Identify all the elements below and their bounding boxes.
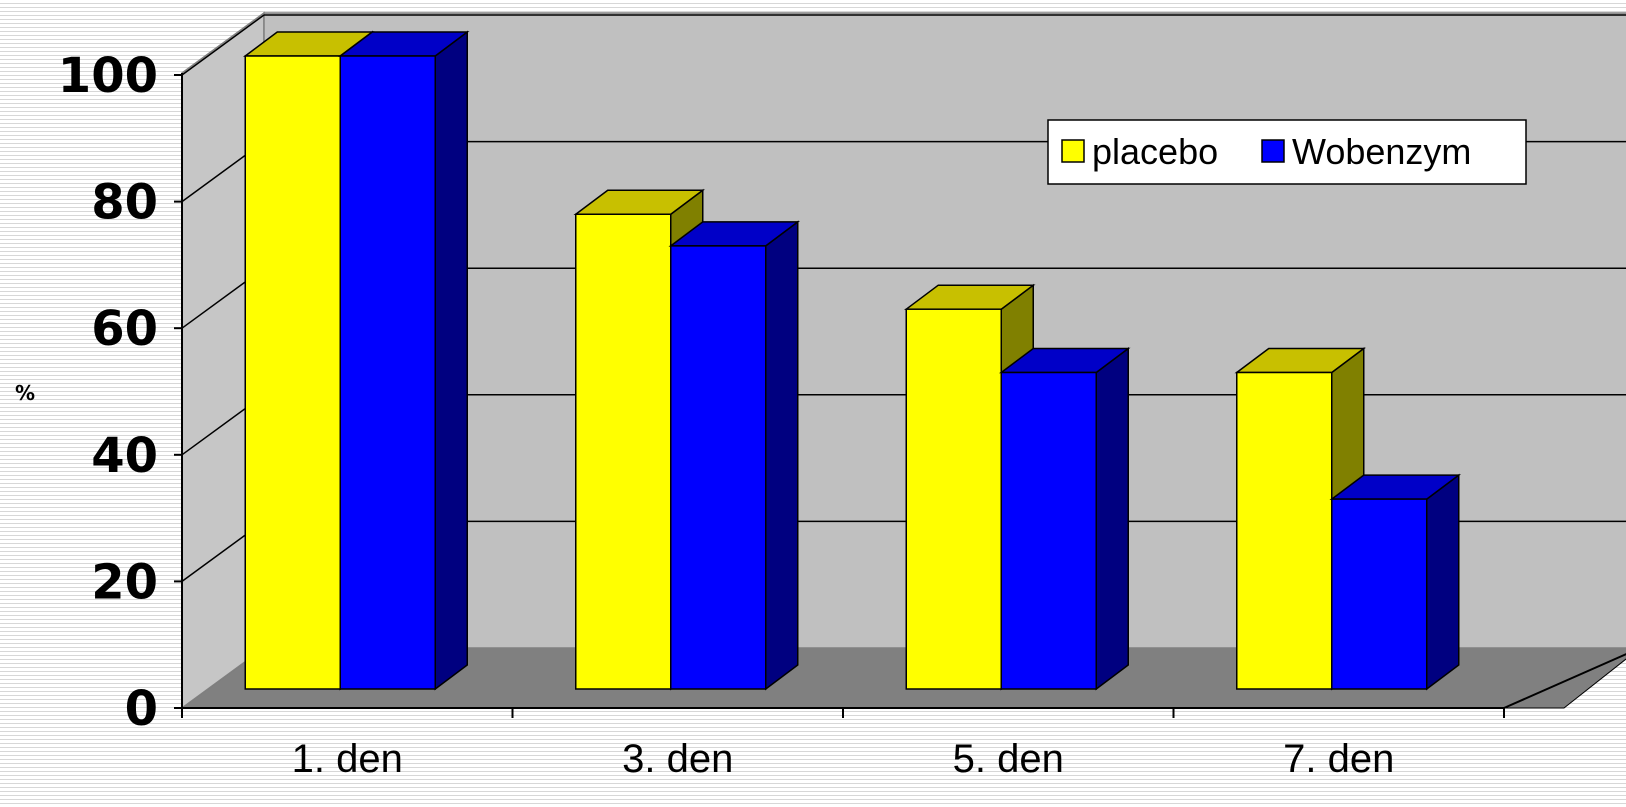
legend-swatch-placebo [1061,139,1085,163]
y-tick-label: 20 [91,554,158,610]
y-tick-label: 0 [125,681,158,737]
legend-label-wobenzym: Wobenzym [1292,131,1471,172]
bar-side [765,220,799,691]
bar-front [575,213,672,690]
bars [243,30,1461,691]
y-tick-label: 60 [91,301,158,357]
x-tick-label: 7. den [1283,737,1394,781]
bar-side [1095,347,1129,691]
axes: 0 20 40 60 80 100 1. den 3. den 5. den 7. den% [15,48,1626,781]
gridline-side [181,14,265,76]
bar-wobenzym-2 [668,220,800,691]
x-tick-label: 5. den [953,737,1064,781]
bar-wobenzym-4 [1329,473,1461,691]
legend-label-placebo: placebo [1092,131,1218,172]
y-tick-label: 40 [91,428,158,484]
bar-front [670,245,767,690]
legend-swatch-wobenzym [1261,139,1285,163]
bar-side [434,30,468,691]
bar-front [905,308,1002,690]
floor-edge [1503,653,1626,709]
y-tick-label: 80 [91,175,158,231]
bar-wobenzym-3 [999,347,1131,691]
legend: placebo Wobenzym [1047,119,1527,185]
bar-side [1426,473,1460,691]
x-tick-label: 1. den [292,737,403,781]
bar-front [1331,498,1428,690]
x-tick-label: 3. den [622,737,733,781]
bar-wobenzym-1 [338,30,470,691]
bar-front [339,55,436,690]
legend-box [1047,119,1527,185]
bar-front [1000,371,1097,690]
bar-front [1236,371,1333,690]
y-axis-title: % [15,381,35,405]
y-tick-label: 100 [58,48,158,104]
bar-front [244,55,341,690]
